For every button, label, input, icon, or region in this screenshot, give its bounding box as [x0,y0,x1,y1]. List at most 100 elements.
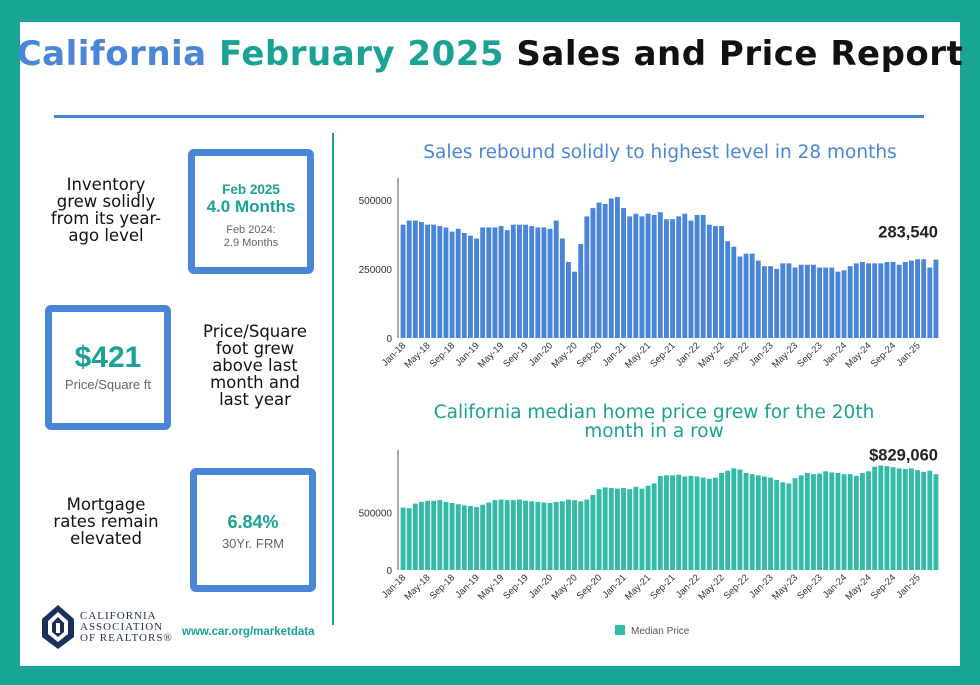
bar [676,474,682,570]
bar [890,467,896,570]
bar [633,213,639,338]
bar [461,232,467,338]
price-sqft-value: $421 [74,341,142,374]
bar [651,215,657,338]
bar [633,486,639,570]
bar [761,266,767,338]
bar [688,475,694,570]
chart1-title: Sales rebound solidly to highest level i… [423,142,897,163]
bar [418,501,424,570]
bar [474,238,480,338]
x-tick-label: Jan-25 [894,340,922,368]
bar [749,474,755,570]
bar [657,475,663,570]
bar [670,475,676,570]
bar [725,241,731,338]
bar [596,489,602,570]
bar [406,508,412,570]
bar [639,488,645,570]
bar [455,228,461,338]
bar [431,224,437,338]
bar [412,220,418,338]
bar [639,216,645,338]
bar [829,267,835,338]
bar [516,224,522,338]
bar [443,501,449,570]
bar [694,215,700,338]
bar [872,466,878,570]
bar [516,499,522,570]
market-data-link[interactable]: www.car.org/marketdata [182,626,315,638]
bar [621,488,627,570]
bar [896,468,902,570]
bar [743,253,749,338]
bar [449,503,455,570]
title-part-3: Sales and Price Report [516,34,964,74]
bar [590,494,596,570]
x-tick-label: May-21 [623,572,653,602]
x-tick-label: May-18 [402,340,432,370]
x-tick-label: Sep-23 [795,572,824,601]
bar [437,500,443,570]
bar [706,224,712,338]
y-tick-label: 0 [386,566,392,577]
mortgage-rate-value: 6.84% [227,512,279,532]
bar [559,238,565,338]
bar [859,262,865,338]
y-tick-label: 500000 [359,196,393,207]
bar [798,475,804,570]
x-tick-label: May-18 [402,572,432,602]
price-sqft-text: Price/Square foot grew above last month … [203,322,307,409]
bar [896,264,902,338]
bar [559,501,565,570]
bar [406,220,412,338]
bar [768,266,774,338]
bar [437,226,443,338]
bar [541,227,547,338]
legend-swatch [615,625,625,635]
bar [921,259,927,338]
bar [627,216,633,338]
bar [884,262,890,338]
bar [492,500,498,570]
x-tick-label: Sep-22 [722,340,751,369]
page-title: California February 2025 Sales and Price… [0,34,980,74]
bar [737,469,743,570]
bar [804,473,810,570]
bar [425,224,431,338]
bar [921,471,927,570]
bar [688,220,694,338]
bar [853,263,859,338]
bar [933,259,939,338]
bar [933,474,939,570]
bar [700,215,706,338]
title-part-2: February 2025 [218,34,505,74]
x-tick-label: Sep-20 [575,340,604,369]
bar [400,224,406,338]
bar [412,503,418,570]
bar [682,213,688,338]
bar [651,483,657,570]
bar [676,216,682,338]
price-sqft-box: $421 Price/Square ft [45,305,171,430]
x-tick-label: Sep-21 [648,572,677,601]
bar [915,259,921,338]
bar [590,208,596,338]
org-line-3: OF REALTORS® [80,632,173,644]
bar [614,197,620,338]
inventory-prior-value: 2.9 Months [223,237,279,249]
mortgage-text: Mortgage rates remain elevated [53,495,159,548]
bar [510,500,516,570]
bar [927,267,933,338]
bar [743,473,749,570]
bar [829,472,835,570]
x-tick-label: May-19 [476,340,506,370]
bar [823,267,829,338]
x-tick-label: Jan-25 [894,572,922,600]
bar [584,499,590,570]
bar [731,246,737,338]
inventory-current-value: 4.0 Months [206,197,296,216]
bar [565,262,571,338]
bar [670,219,676,338]
bar [602,203,608,338]
